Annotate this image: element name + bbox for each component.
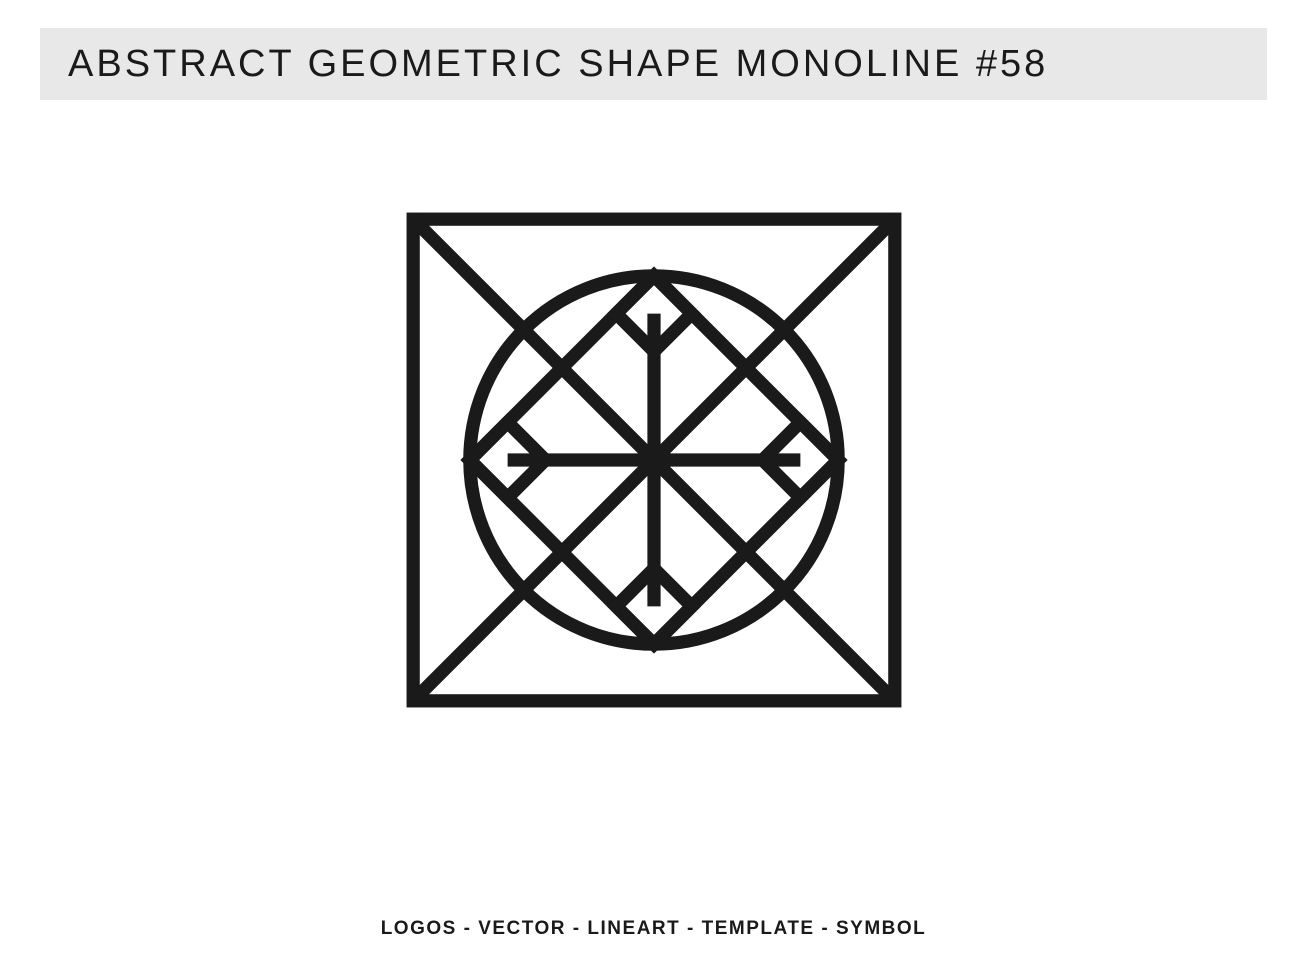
page-title: ABSTRACT GEOMETRIC SHAPE MONOLINE #58 (68, 43, 1048, 86)
footer-tags: LOGOS - VECTOR - LINEART - TEMPLATE - SY… (0, 918, 1307, 940)
monoline-shape-icon (399, 190, 909, 730)
header-bar: ABSTRACT GEOMETRIC SHAPE MONOLINE #58 (40, 28, 1267, 100)
geometric-shape (399, 190, 909, 730)
